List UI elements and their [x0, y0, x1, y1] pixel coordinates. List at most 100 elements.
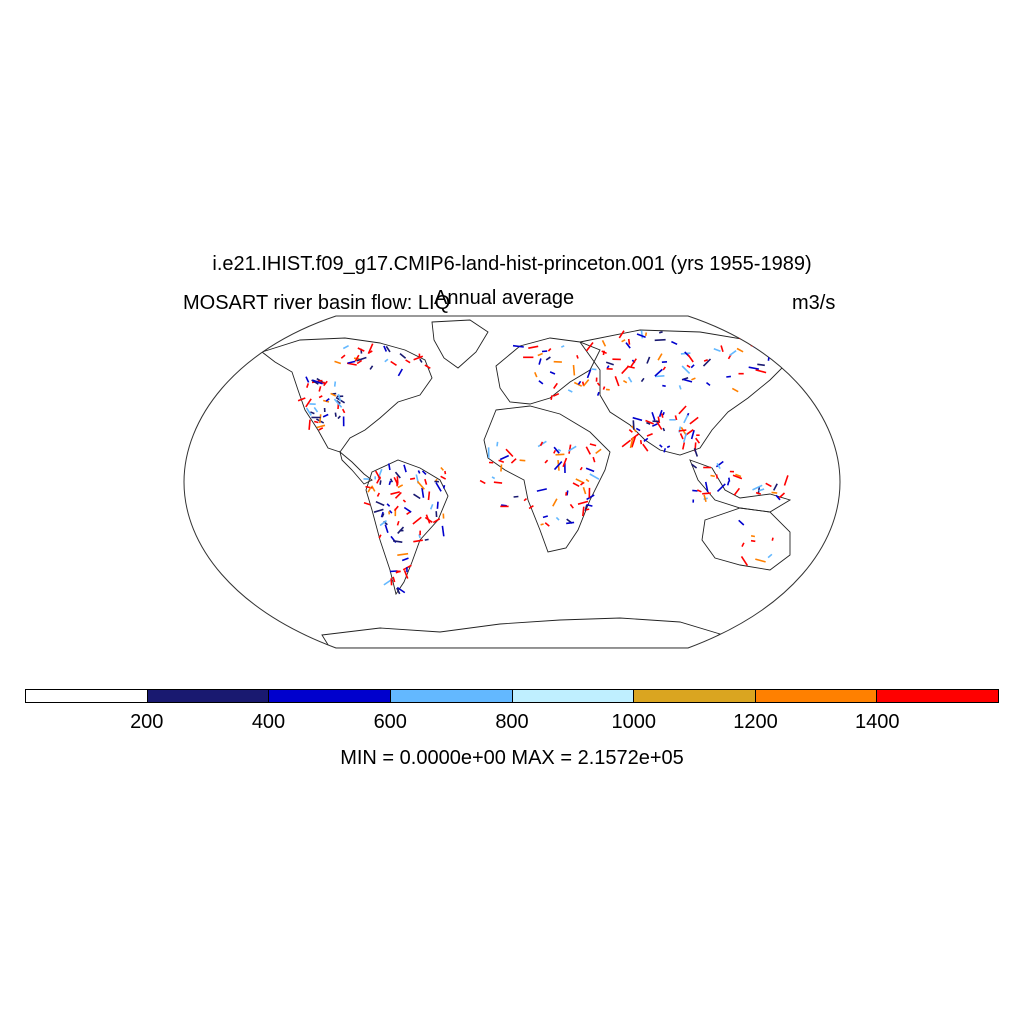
river-segment [631, 436, 637, 448]
river-segment [378, 534, 382, 539]
river-segment [733, 487, 741, 496]
river-segment [393, 505, 399, 512]
river-segment [318, 427, 324, 431]
river-segment [413, 539, 423, 543]
river-segment [682, 378, 693, 383]
river-segment [425, 514, 431, 524]
river-segment [392, 576, 396, 583]
river-segment [679, 433, 684, 440]
river-segment [630, 358, 637, 367]
river-segment [693, 448, 699, 457]
river-segment [496, 441, 499, 447]
units-label: m3/s [792, 292, 836, 314]
river-segment [602, 386, 606, 390]
river-segment [767, 553, 773, 559]
river-segment [552, 392, 560, 397]
river-segment [580, 481, 585, 486]
river-segment [579, 466, 583, 471]
river-segment [499, 454, 510, 461]
river-segment [702, 492, 711, 495]
river-segment [731, 387, 739, 393]
river-segment [397, 526, 405, 534]
river-segment [528, 505, 534, 510]
river-segment [557, 448, 562, 452]
river-segment [577, 380, 582, 385]
river-segment [373, 508, 384, 513]
river-segment [384, 358, 389, 363]
river-segment [651, 423, 658, 427]
river-segment [740, 555, 749, 567]
river-segment [305, 398, 312, 408]
australia-coast [701, 507, 791, 571]
river-segment [424, 364, 431, 369]
river-segment [479, 479, 486, 485]
river-segment [389, 478, 394, 483]
river-segment [318, 386, 322, 392]
river-segment [568, 444, 572, 454]
river-segment [409, 477, 416, 480]
river-segment [510, 458, 517, 464]
river-segment [773, 342, 781, 347]
river-segment [628, 428, 633, 433]
river-segment [322, 399, 330, 403]
river-segment [403, 570, 409, 579]
river-segment [528, 345, 539, 349]
river-segment [555, 453, 565, 456]
river-segment [356, 359, 363, 365]
river-segment [755, 491, 762, 495]
river-segment [396, 520, 400, 526]
river-segment [632, 420, 635, 430]
variable-label: MOSART river basin flow: LIQ [183, 292, 451, 314]
river-segment [572, 482, 580, 488]
colorbar-segment [877, 690, 998, 702]
river-segment [691, 377, 696, 381]
river-segment [720, 345, 724, 353]
river-segment [337, 393, 342, 402]
river-segment [627, 338, 631, 345]
colorbar-tick-label: 400 [251, 711, 286, 733]
river-segment [418, 534, 421, 539]
river-segment [334, 360, 342, 365]
river-segment [690, 429, 695, 440]
river-segment [305, 407, 312, 416]
river-segment [735, 473, 742, 478]
river-segment [765, 482, 772, 488]
river-segment [582, 486, 587, 495]
river-segment [635, 427, 641, 432]
river-segment [662, 366, 666, 371]
river-segment [658, 331, 663, 334]
river-segment [642, 443, 649, 452]
river-segment [692, 489, 698, 492]
river-segment [319, 414, 322, 424]
river-segment [658, 409, 663, 418]
river-segment [654, 368, 663, 377]
colorbar-segment [269, 690, 391, 702]
river-segment [745, 332, 754, 340]
central-america-coast [339, 450, 373, 485]
river-segment [715, 460, 724, 468]
river-segment [682, 442, 686, 450]
river-segment [565, 491, 568, 496]
river-segment [512, 344, 524, 348]
river-segment [396, 586, 406, 594]
river-segment [703, 494, 707, 503]
river-segment [385, 345, 391, 353]
river-segment [625, 342, 631, 349]
river-segment [500, 464, 503, 472]
river-segment [778, 492, 786, 499]
river-segment [585, 446, 592, 455]
river-segment [713, 348, 721, 353]
river-segment [421, 487, 425, 498]
river-segment [654, 338, 666, 342]
plot-title: i.e21.IHIST.f09_g17.CMIP6-land-hist-prin… [212, 253, 812, 275]
river-segment [605, 361, 614, 366]
river-segment [682, 432, 688, 443]
river-segment [337, 415, 341, 420]
river-segment [375, 500, 385, 507]
river-segment [755, 369, 767, 374]
river-segment [334, 412, 337, 417]
river-segment [618, 330, 625, 339]
river-segment [573, 381, 583, 387]
river-segment [399, 352, 407, 359]
river-segment [752, 484, 763, 491]
